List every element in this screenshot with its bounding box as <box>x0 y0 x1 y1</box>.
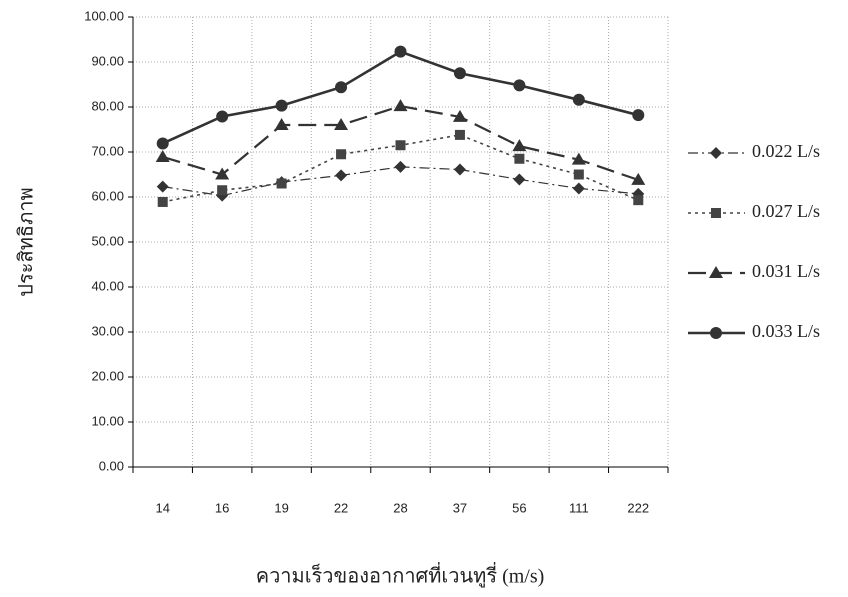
data-point <box>572 93 585 106</box>
data-point <box>336 149 347 160</box>
data-point <box>513 173 526 186</box>
data-point <box>334 118 349 130</box>
data-point <box>335 81 348 94</box>
data-point <box>215 167 230 180</box>
y-tick-label: 100.00 <box>84 8 124 23</box>
data-point <box>514 153 525 164</box>
legend-marker <box>711 208 721 218</box>
x-tick-label: 14 <box>155 500 169 515</box>
legend-marker <box>710 147 722 159</box>
data-point <box>454 129 465 140</box>
series-line <box>162 50 639 145</box>
legend-marker <box>709 266 723 278</box>
data-point <box>335 169 348 182</box>
x-tick-label: 28 <box>393 500 407 515</box>
x-tick-label: 111 <box>569 500 589 515</box>
data-point <box>276 178 287 189</box>
data-point <box>452 109 467 122</box>
data-point <box>632 109 645 122</box>
legend-label: 0.022 L/s <box>752 141 820 161</box>
data-point <box>395 140 406 151</box>
data-point <box>156 137 169 150</box>
data-point <box>571 152 586 165</box>
data-point <box>572 182 585 195</box>
x-tick-label: 37 <box>453 500 467 515</box>
legend-marker <box>710 327 722 339</box>
legend-label: 0.033 L/s <box>752 321 820 341</box>
data-point <box>274 118 289 130</box>
x-tick-label: 22 <box>334 500 348 515</box>
x-tick-label: 16 <box>215 500 229 515</box>
legend-label: 0.027 L/s <box>752 201 820 221</box>
data-point <box>216 110 229 123</box>
data-point <box>394 45 407 58</box>
y-tick-label: 70.00 <box>91 143 124 158</box>
data-point <box>156 180 169 193</box>
y-tick-label: 80.00 <box>91 98 124 113</box>
y-tick-label: 60.00 <box>91 188 124 203</box>
data-point <box>513 79 526 92</box>
x-tick-label: 19 <box>274 500 288 515</box>
x-tick-label: 56 <box>512 500 526 515</box>
data-point <box>453 163 466 176</box>
data-point <box>573 169 584 180</box>
data-point <box>394 160 407 173</box>
y-tick-label: 0.00 <box>99 458 124 473</box>
y-tick-label: 90.00 <box>91 53 124 68</box>
data-point <box>275 99 288 112</box>
data-point <box>631 172 646 185</box>
data-point <box>157 196 168 207</box>
y-tick-label: 10.00 <box>91 413 124 428</box>
legend-label: 0.031 L/s <box>752 261 820 281</box>
data-point <box>512 139 527 152</box>
data-point <box>217 185 228 196</box>
y-tick-label: 20.00 <box>91 368 124 383</box>
y-tick-label: 40.00 <box>91 278 124 293</box>
x-axis-title: ความเร็วของอากาศที่เวนทูรี่ (m/s) <box>256 562 545 589</box>
data-point <box>155 149 170 162</box>
data-point <box>393 99 408 112</box>
y-axis-title: ประสิทธิภาพ <box>16 187 38 296</box>
data-point <box>453 67 466 80</box>
x-tick-label: 222 <box>627 500 649 515</box>
y-tick-label: 50.00 <box>91 233 124 248</box>
data-point <box>633 195 644 206</box>
y-tick-label: 30.00 <box>91 323 124 338</box>
